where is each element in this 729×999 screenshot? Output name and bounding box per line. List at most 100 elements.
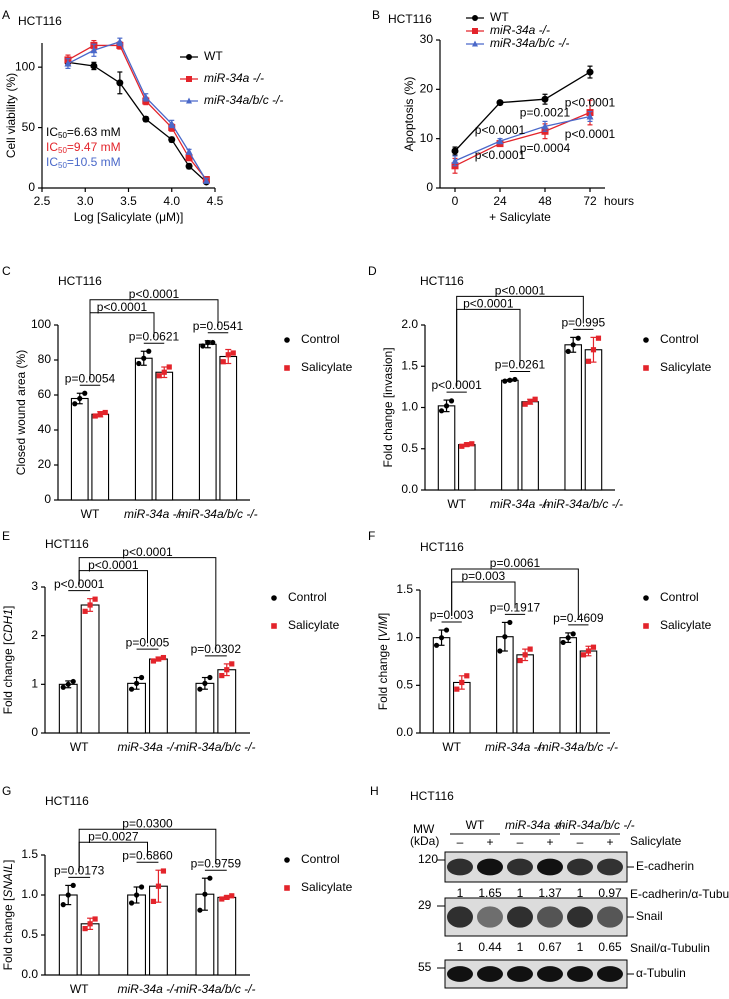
legend-label: miR-34a/b/c -/- bbox=[490, 36, 569, 50]
panel-letter: E bbox=[2, 529, 10, 543]
marker bbox=[284, 337, 290, 343]
marker bbox=[185, 162, 193, 170]
bar bbox=[521, 401, 539, 491]
marker bbox=[168, 136, 176, 144]
marker bbox=[90, 62, 98, 70]
x-tick-label: 2.5 bbox=[34, 194, 51, 208]
marker bbox=[472, 28, 478, 34]
y-tick-label: 100 bbox=[31, 317, 51, 331]
bracket bbox=[89, 299, 219, 380]
marker bbox=[168, 119, 176, 127]
x-tick-label: miR-34a -/- bbox=[117, 982, 177, 996]
y-axis-label-part: ] bbox=[1, 606, 15, 609]
marker bbox=[271, 595, 277, 601]
marker bbox=[527, 646, 533, 652]
y-tick-label: 30 bbox=[420, 32, 434, 46]
bar bbox=[58, 894, 78, 976]
bar bbox=[564, 344, 582, 491]
blot-band bbox=[597, 906, 623, 928]
marker bbox=[160, 868, 167, 874]
x-tick-label: 4.5 bbox=[207, 194, 224, 208]
x-tick-label: miR-34a -/- bbox=[124, 507, 184, 521]
marker bbox=[590, 644, 597, 650]
blot-band bbox=[567, 858, 593, 876]
blot-band bbox=[507, 858, 533, 876]
bar bbox=[559, 637, 577, 734]
marker bbox=[469, 441, 475, 447]
x-tick-label: WT bbox=[442, 740, 461, 754]
y-tick-label: 20 bbox=[38, 457, 52, 471]
marker bbox=[284, 885, 290, 891]
mw-label: (kDa) bbox=[410, 834, 439, 848]
marker bbox=[200, 343, 206, 349]
marker bbox=[459, 679, 465, 686]
y-axis-label: Closed wound area (%) bbox=[14, 350, 28, 475]
marker bbox=[464, 673, 470, 679]
y-axis-label: Fold change [VIM] bbox=[376, 613, 390, 710]
y-tick-label: 0 bbox=[28, 180, 35, 194]
y-tick-label: 60 bbox=[38, 387, 52, 401]
y-tick-label: 1 bbox=[31, 677, 38, 691]
chart-title: HCT116 bbox=[388, 12, 432, 26]
p-value: p<0.0001 bbox=[475, 148, 526, 162]
bracket bbox=[456, 308, 521, 387]
marker bbox=[205, 339, 211, 346]
p-value: p=0.0061 bbox=[490, 556, 541, 570]
marker bbox=[142, 115, 150, 123]
ic50-text: =6.63 mM bbox=[67, 125, 121, 139]
bar bbox=[516, 654, 534, 734]
y-axis-label: Fold change [CDH1] bbox=[1, 606, 15, 715]
marker bbox=[82, 390, 88, 396]
x-unit: hours bbox=[604, 194, 634, 208]
p-value: p<0.0001 bbox=[88, 558, 139, 572]
x-tick-label: miR-34a/b/c -/- bbox=[178, 507, 257, 521]
panel-letter: H bbox=[370, 784, 379, 798]
quant-value: 1 bbox=[517, 940, 524, 954]
p-value: p=0.0300 bbox=[122, 816, 173, 830]
series-line bbox=[454, 115, 591, 162]
marker bbox=[97, 411, 103, 417]
marker bbox=[575, 335, 581, 341]
bar bbox=[198, 343, 217, 501]
ic50-subscript: 50 bbox=[58, 131, 67, 140]
quant-value: 0.65 bbox=[598, 940, 622, 954]
blot-strip bbox=[444, 851, 628, 883]
marker bbox=[512, 376, 518, 383]
chart-title: HCT116 bbox=[420, 274, 464, 288]
marker bbox=[202, 891, 208, 897]
marker bbox=[433, 642, 440, 648]
marker bbox=[155, 656, 162, 662]
x-tick-label: miR-34a -/- bbox=[485, 740, 545, 754]
y-tick-label: 50 bbox=[22, 120, 36, 134]
bracket bbox=[451, 568, 579, 619]
y-tick-label: 80 bbox=[38, 352, 52, 366]
marker bbox=[472, 40, 478, 47]
marker bbox=[220, 359, 226, 365]
y-tick-label: 1.5 bbox=[396, 582, 413, 596]
ic50-prefix: IC bbox=[46, 140, 58, 154]
y-tick-label: 0 bbox=[426, 180, 433, 194]
y-axis-label-part: SNAIL bbox=[1, 863, 15, 898]
x-tick-label: miR-34a/b/c -/- bbox=[176, 740, 255, 754]
marker bbox=[133, 892, 140, 898]
p-value: p=0.0004 bbox=[520, 141, 571, 155]
marker bbox=[219, 896, 225, 902]
marker bbox=[60, 902, 66, 908]
marker bbox=[451, 156, 459, 164]
p-value: p<0.0001 bbox=[122, 545, 173, 559]
y-axis-label-part: CDH1 bbox=[1, 609, 15, 642]
marker bbox=[186, 76, 192, 82]
group-label: miR-34a/b/c -/- bbox=[555, 818, 634, 832]
marker bbox=[72, 401, 78, 407]
quant-value: 1 bbox=[517, 886, 524, 900]
p-value: p=0.0027 bbox=[88, 829, 139, 843]
ic50-text: =9.47 mM bbox=[67, 140, 121, 154]
marker bbox=[580, 652, 587, 658]
panel-letter: B bbox=[372, 8, 380, 22]
y-tick-label: 20 bbox=[420, 82, 434, 96]
marker bbox=[438, 408, 445, 414]
y-tick-label: 1.0 bbox=[401, 400, 418, 414]
group-label: miR-34a -/- bbox=[505, 818, 565, 832]
ic50-label: IC50=6.63 mM bbox=[46, 125, 121, 140]
